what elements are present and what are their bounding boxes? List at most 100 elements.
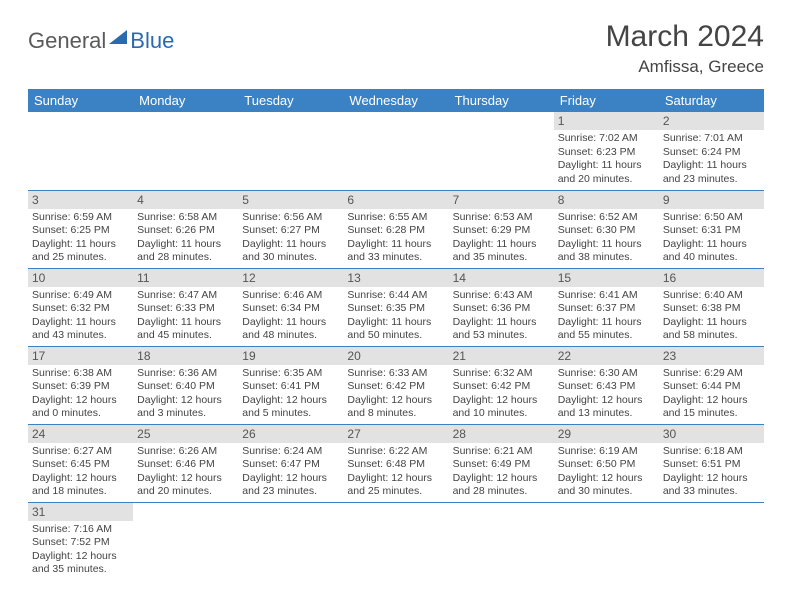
calendar-cell (659, 502, 764, 580)
header: General Blue March 2024 Amfissa, Greece (28, 20, 764, 77)
calendar-cell (449, 112, 554, 190)
calendar-cell: 15Sunrise: 6:41 AMSunset: 6:37 PMDayligh… (554, 268, 659, 346)
calendar-cell: 31Sunrise: 7:16 AMSunset: 7:52 PMDayligh… (28, 502, 133, 580)
day-body: Sunrise: 6:29 AMSunset: 6:44 PMDaylight:… (659, 365, 764, 424)
title-block: March 2024 Amfissa, Greece (606, 20, 764, 77)
calendar-cell: 28Sunrise: 6:21 AMSunset: 6:49 PMDayligh… (449, 424, 554, 502)
weekday-header: Thursday (449, 89, 554, 112)
day-body: Sunrise: 6:19 AMSunset: 6:50 PMDaylight:… (554, 443, 659, 502)
calendar-cell: 21Sunrise: 6:32 AMSunset: 6:42 PMDayligh… (449, 346, 554, 424)
calendar-cell: 24Sunrise: 6:27 AMSunset: 6:45 PMDayligh… (28, 424, 133, 502)
day-body: Sunrise: 7:16 AMSunset: 7:52 PMDaylight:… (28, 521, 133, 580)
day-number: 12 (238, 269, 343, 287)
calendar-cell: 1Sunrise: 7:02 AMSunset: 6:23 PMDaylight… (554, 112, 659, 190)
day-number: 20 (343, 347, 448, 365)
day-body: Sunrise: 6:59 AMSunset: 6:25 PMDaylight:… (28, 209, 133, 268)
day-body: Sunrise: 6:40 AMSunset: 6:38 PMDaylight:… (659, 287, 764, 346)
weekday-header: Tuesday (238, 89, 343, 112)
day-body: Sunrise: 6:18 AMSunset: 6:51 PMDaylight:… (659, 443, 764, 502)
day-number: 4 (133, 191, 238, 209)
calendar-cell (238, 112, 343, 190)
day-number: 22 (554, 347, 659, 365)
weekday-header: Sunday (28, 89, 133, 112)
calendar-cell (28, 112, 133, 190)
day-number: 16 (659, 269, 764, 287)
day-number: 31 (28, 503, 133, 521)
calendar-cell: 26Sunrise: 6:24 AMSunset: 6:47 PMDayligh… (238, 424, 343, 502)
calendar-cell: 20Sunrise: 6:33 AMSunset: 6:42 PMDayligh… (343, 346, 448, 424)
day-number: 25 (133, 425, 238, 443)
calendar-cell: 2Sunrise: 7:01 AMSunset: 6:24 PMDaylight… (659, 112, 764, 190)
day-body: Sunrise: 7:01 AMSunset: 6:24 PMDaylight:… (659, 130, 764, 189)
day-number: 19 (238, 347, 343, 365)
calendar-cell: 8Sunrise: 6:52 AMSunset: 6:30 PMDaylight… (554, 190, 659, 268)
calendar-cell: 11Sunrise: 6:47 AMSunset: 6:33 PMDayligh… (133, 268, 238, 346)
calendar-cell (449, 502, 554, 580)
day-number: 13 (343, 269, 448, 287)
day-body: Sunrise: 6:21 AMSunset: 6:49 PMDaylight:… (449, 443, 554, 502)
day-number: 29 (554, 425, 659, 443)
day-body: Sunrise: 6:58 AMSunset: 6:26 PMDaylight:… (133, 209, 238, 268)
calendar-cell: 7Sunrise: 6:53 AMSunset: 6:29 PMDaylight… (449, 190, 554, 268)
day-body: Sunrise: 6:36 AMSunset: 6:40 PMDaylight:… (133, 365, 238, 424)
logo-sail-icon (109, 30, 127, 44)
day-number: 15 (554, 269, 659, 287)
day-number: 10 (28, 269, 133, 287)
calendar-cell: 25Sunrise: 6:26 AMSunset: 6:46 PMDayligh… (133, 424, 238, 502)
calendar-cell: 12Sunrise: 6:46 AMSunset: 6:34 PMDayligh… (238, 268, 343, 346)
day-number: 21 (449, 347, 554, 365)
location: Amfissa, Greece (606, 57, 764, 77)
day-body: Sunrise: 6:33 AMSunset: 6:42 PMDaylight:… (343, 365, 448, 424)
day-body: Sunrise: 6:30 AMSunset: 6:43 PMDaylight:… (554, 365, 659, 424)
day-body: Sunrise: 6:56 AMSunset: 6:27 PMDaylight:… (238, 209, 343, 268)
calendar-cell: 13Sunrise: 6:44 AMSunset: 6:35 PMDayligh… (343, 268, 448, 346)
day-number: 17 (28, 347, 133, 365)
calendar-cell: 29Sunrise: 6:19 AMSunset: 6:50 PMDayligh… (554, 424, 659, 502)
day-number: 9 (659, 191, 764, 209)
calendar-cell: 30Sunrise: 6:18 AMSunset: 6:51 PMDayligh… (659, 424, 764, 502)
calendar-cell: 22Sunrise: 6:30 AMSunset: 6:43 PMDayligh… (554, 346, 659, 424)
day-body: Sunrise: 6:47 AMSunset: 6:33 PMDaylight:… (133, 287, 238, 346)
day-number: 18 (133, 347, 238, 365)
calendar-cell: 27Sunrise: 6:22 AMSunset: 6:48 PMDayligh… (343, 424, 448, 502)
calendar-head: SundayMondayTuesdayWednesdayThursdayFrid… (28, 89, 764, 112)
day-number: 28 (449, 425, 554, 443)
day-body: Sunrise: 6:32 AMSunset: 6:42 PMDaylight:… (449, 365, 554, 424)
weekday-header: Monday (133, 89, 238, 112)
calendar-cell: 9Sunrise: 6:50 AMSunset: 6:31 PMDaylight… (659, 190, 764, 268)
calendar-cell: 10Sunrise: 6:49 AMSunset: 6:32 PMDayligh… (28, 268, 133, 346)
calendar-cell (133, 112, 238, 190)
day-number: 6 (343, 191, 448, 209)
calendar-cell: 3Sunrise: 6:59 AMSunset: 6:25 PMDaylight… (28, 190, 133, 268)
day-body: Sunrise: 6:26 AMSunset: 6:46 PMDaylight:… (133, 443, 238, 502)
calendar-cell: 19Sunrise: 6:35 AMSunset: 6:41 PMDayligh… (238, 346, 343, 424)
calendar-table: SundayMondayTuesdayWednesdayThursdayFrid… (28, 89, 764, 580)
calendar-cell: 5Sunrise: 6:56 AMSunset: 6:27 PMDaylight… (238, 190, 343, 268)
calendar-cell: 17Sunrise: 6:38 AMSunset: 6:39 PMDayligh… (28, 346, 133, 424)
day-body: Sunrise: 6:24 AMSunset: 6:47 PMDaylight:… (238, 443, 343, 502)
day-body: Sunrise: 6:52 AMSunset: 6:30 PMDaylight:… (554, 209, 659, 268)
day-number: 3 (28, 191, 133, 209)
day-body: Sunrise: 6:22 AMSunset: 6:48 PMDaylight:… (343, 443, 448, 502)
day-number: 26 (238, 425, 343, 443)
weekday-header: Wednesday (343, 89, 448, 112)
day-number: 7 (449, 191, 554, 209)
day-number: 30 (659, 425, 764, 443)
day-number: 2 (659, 112, 764, 130)
day-body: Sunrise: 7:02 AMSunset: 6:23 PMDaylight:… (554, 130, 659, 189)
logo-text-blue: Blue (130, 28, 174, 54)
calendar-cell: 16Sunrise: 6:40 AMSunset: 6:38 PMDayligh… (659, 268, 764, 346)
day-body: Sunrise: 6:35 AMSunset: 6:41 PMDaylight:… (238, 365, 343, 424)
day-number: 8 (554, 191, 659, 209)
calendar-cell: 23Sunrise: 6:29 AMSunset: 6:44 PMDayligh… (659, 346, 764, 424)
calendar-cell (554, 502, 659, 580)
month-title: March 2024 (606, 20, 764, 54)
day-body: Sunrise: 6:55 AMSunset: 6:28 PMDaylight:… (343, 209, 448, 268)
calendar-cell: 14Sunrise: 6:43 AMSunset: 6:36 PMDayligh… (449, 268, 554, 346)
day-number: 11 (133, 269, 238, 287)
calendar-cell (343, 112, 448, 190)
calendar-cell: 6Sunrise: 6:55 AMSunset: 6:28 PMDaylight… (343, 190, 448, 268)
day-body: Sunrise: 6:53 AMSunset: 6:29 PMDaylight:… (449, 209, 554, 268)
calendar-cell: 18Sunrise: 6:36 AMSunset: 6:40 PMDayligh… (133, 346, 238, 424)
weekday-header: Saturday (659, 89, 764, 112)
